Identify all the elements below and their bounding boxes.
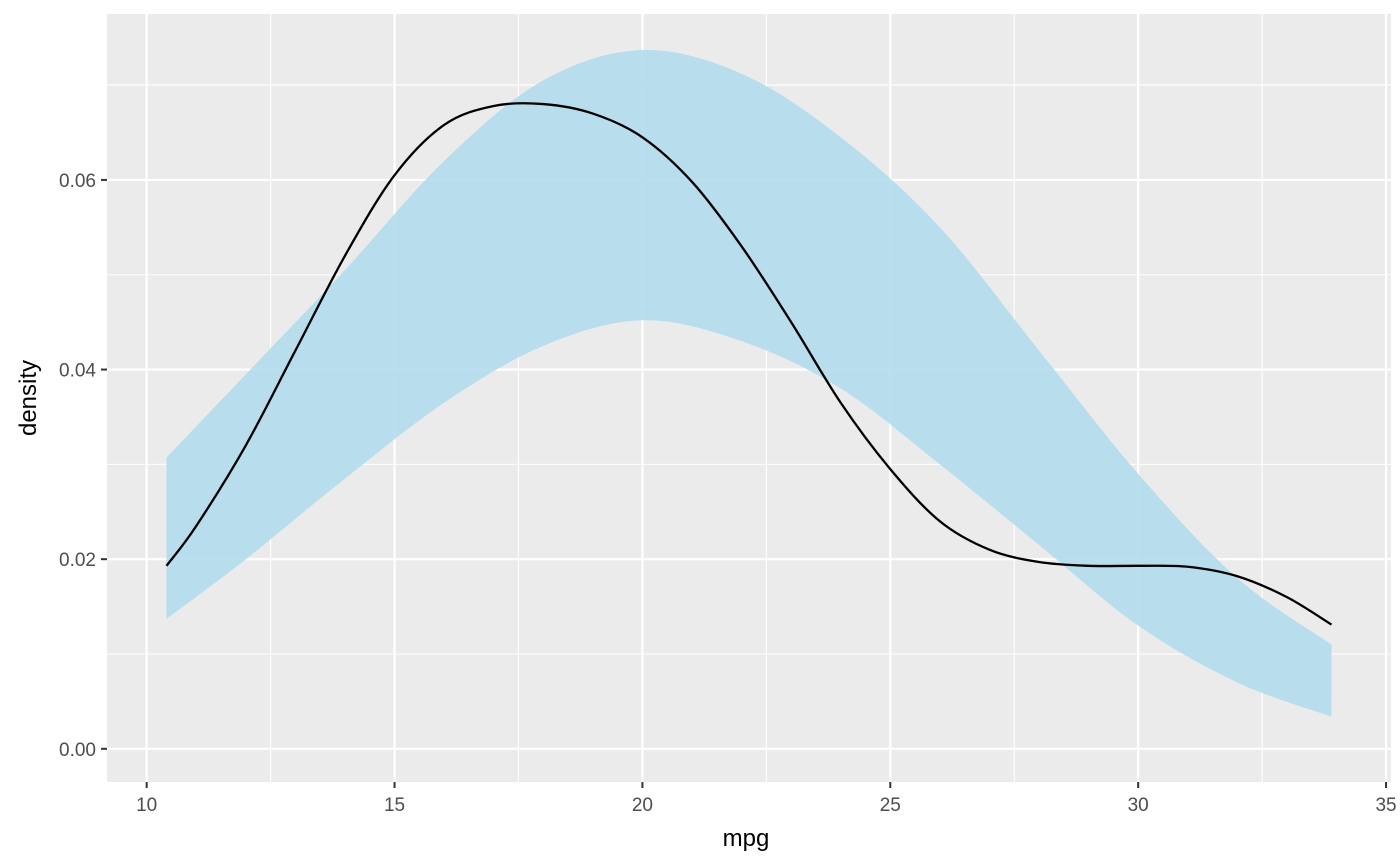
x-tick-label: 15	[384, 795, 405, 816]
x-axis-title: mpg	[723, 825, 770, 852]
x-axis: 10 15 20 25 30 35	[136, 782, 1397, 816]
y-axis-title: density	[15, 360, 42, 436]
y-tick-label: 0.02	[59, 550, 96, 571]
x-tick-label: 10	[136, 795, 157, 816]
x-tick-label: 25	[880, 795, 901, 816]
y-tick-label: 0.04	[59, 361, 96, 382]
x-tick-label: 35	[1375, 795, 1396, 816]
confidence-band	[166, 49, 1332, 717]
y-axis: 0.00 0.02 0.04 0.06	[59, 171, 107, 761]
y-tick-label: 0.00	[59, 740, 96, 761]
density-line	[165, 102, 1333, 626]
x-tick-label: 30	[1128, 795, 1149, 816]
y-tick-label: 0.06	[59, 171, 96, 192]
x-tick-label: 20	[632, 795, 653, 816]
